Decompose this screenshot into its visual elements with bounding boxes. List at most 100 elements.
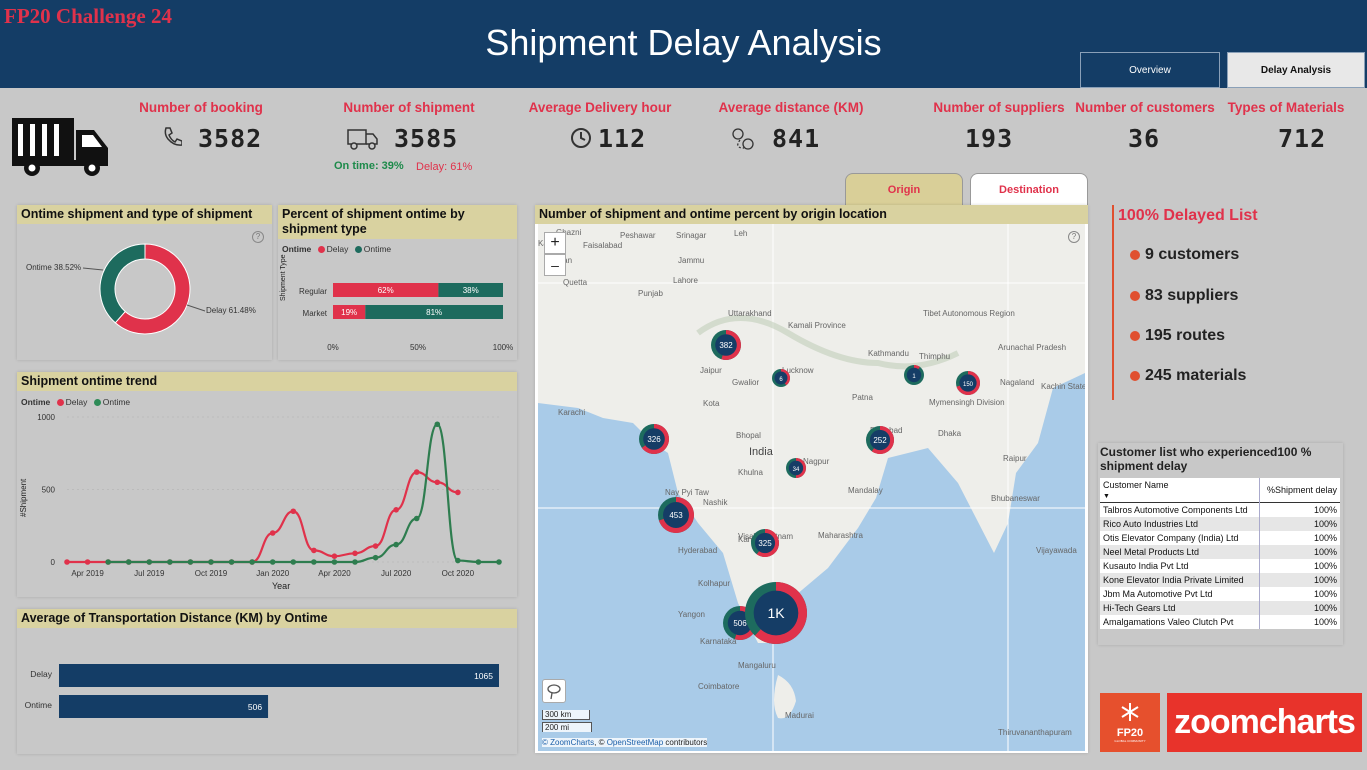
donut-leader-lines [82,267,206,312]
map-bubble[interactable]: 326 [639,424,669,454]
legend-ontime: Ontime [363,244,392,254]
x-tick-label: Apr 2019 [71,569,104,578]
x-tick-label: Jul 2019 [134,569,165,578]
sort-desc-icon[interactable]: ▼ [1103,493,1110,500]
map-place-label: Kota [703,399,720,408]
trend-point-delay [372,543,379,549]
map-place-label: Karnataka [700,637,737,646]
table-row[interactable]: Jbm Ma Automotive Pvt Ltd 100% [1100,587,1340,601]
map-place-label: Arunachal Pradesh [998,343,1066,352]
map-place-label: Vijayawada [1036,546,1077,555]
delayed-routes-label: routes [1176,327,1226,344]
credit-zoomcharts[interactable]: © ZoomCharts [542,738,595,747]
bubble-core [663,502,689,528]
bubble-core [906,367,922,383]
map-bubble[interactable]: 252 [866,426,894,454]
tab-origin[interactable]: Origin [845,173,963,206]
trend-chart: 1000 500 0 Apr 2019 Jul 2019 Oct 2019 Jan 2020… [37,413,502,578]
map-bubble[interactable]: 382 [711,330,741,360]
map-bubble[interactable]: 325 [751,529,779,557]
legend-ontime-dot [354,246,362,254]
map-bubble[interactable]: 453 [658,497,694,533]
kpi-customers-label: Number of customers [1075,100,1215,115]
page-title: Shipment Delay Analysis [485,22,882,63]
map-place-label: Mangaluru [738,661,776,670]
map-place-label: Madurai [785,711,814,720]
map-bubble[interactable]: 1 [904,365,924,385]
donut-panel: Ontime shipment and type of shipment ? O… [17,205,272,360]
sri-lanka-land [774,675,796,719]
distance-chart: Delay 1065 Ontime 506 [25,664,499,718]
trend-point-delay [311,547,317,554]
zoom-out-button[interactable]: – [544,254,566,276]
lasso-icon [547,684,561,700]
map-help-icon[interactable]: ? [1068,231,1080,243]
trend-point-ontime [475,559,482,565]
map-place-label: Raipur [1003,454,1027,463]
land-mass [538,223,1085,643]
percent-type-chart: Regular 62% 38% Market 19% 81% 0% 50% 100% [299,283,513,352]
table-row[interactable]: Rico Auto Industries Ltd 100% [1100,517,1340,531]
scale-km: 300 km [542,710,590,720]
fp20-snowflake-icon [1121,703,1139,721]
lasso-button[interactable] [542,679,566,703]
table-row[interactable]: Amalgamations Valeo Clutch Pvt 100% [1100,615,1340,629]
percent-type-panel: Percent of shipment ontime by shipment t… [278,205,517,360]
map-place-label: Bhubaneswar [991,494,1040,503]
bubble-core [715,334,737,356]
map-place-label: Peshawar [620,231,656,240]
table-row[interactable]: Talbros Automotive Components Ltd 100% [1100,502,1340,517]
map-place-label: Jammu [678,256,704,265]
map-place-label: Thiruvananthapuram [998,728,1072,737]
delayed-list-title: 100% Delayed List [1118,207,1258,224]
x-tick-label: Oct 2019 [195,569,228,578]
donut-slice-delay [114,243,191,335]
map-place-label: Hyderabad [678,546,717,555]
col-delay-pct[interactable]: %Shipment delay [1258,478,1340,503]
map-bubble[interactable]: 150 [956,371,980,395]
tab-destination[interactable]: Destination [970,173,1088,206]
bubble-core [959,374,977,392]
nav-overview-button[interactable]: Overview [1080,52,1220,88]
bubble-label: 453 [669,511,683,520]
trend-point-ontime [228,559,235,565]
bar-ontime-market [365,305,503,319]
map-place-label: Kachin State [1041,382,1085,391]
bar-value-label: 81% [426,308,442,317]
trend-legend-delay: Delay [65,397,88,407]
table-row[interactable]: Kone Elevator India Private Limited 100% [1100,573,1340,587]
bullet-dot [1130,371,1140,381]
help-icon[interactable]: ? [252,231,264,243]
trend-point-delay [413,469,420,475]
trend-point-delay [64,559,70,565]
map-place-label: Patna [852,393,873,402]
cell-customer-name: Kusauto India Pvt Ltd [1103,561,1189,571]
table-row[interactable]: Neel Metal Products Ltd 100% [1100,545,1340,559]
map-bubble[interactable]: 34 [786,458,806,478]
bubble-label: 506 [733,619,747,628]
donut-delay-label: Delay 61.48% [206,306,256,315]
credit-osm[interactable]: OpenStreetMap [606,738,664,747]
map-place-label: Yangon [678,610,705,619]
bubble-core [869,429,891,451]
bar-category-label: Regular [299,287,327,296]
map-panel: Number of shipment and ontime percent by… [535,205,1088,753]
zoom-in-button[interactable]: + [544,232,566,254]
table-row[interactable]: Otis Elevator Company (India) Ltd 100% [1100,531,1340,545]
delayed-suppliers-count: 83 [1145,287,1163,304]
challenge-title: FP20 Challenge 24 [4,4,172,28]
col-customer-name[interactable]: Customer Name ▼ [1100,478,1259,503]
map-canvas[interactable]: GhazniPeshawarSrinagarLehKabulFaisalabad… [538,223,1085,751]
nav-delay-analysis-button[interactable]: Delay Analysis [1227,52,1365,88]
kpi-delivery-hour-value: 112 [598,124,647,153]
col-customer-name-label: Customer Name [1103,480,1169,490]
trend-point-ontime [146,559,153,565]
trend-point-ontime [187,559,194,565]
map-place-label: Kathmandu [868,349,909,358]
map-bubble[interactable]: 6 [772,369,790,387]
kpi-materials-label: Types of Materials [1227,100,1345,115]
table-row[interactable]: Hi-Tech Gears Ltd 100% [1100,601,1340,615]
map-bubble[interactable]: 1K [745,582,807,644]
table-row[interactable]: Kusauto India Pvt Ltd 100% [1100,559,1340,573]
scale-mi: 200 mi [542,722,592,732]
